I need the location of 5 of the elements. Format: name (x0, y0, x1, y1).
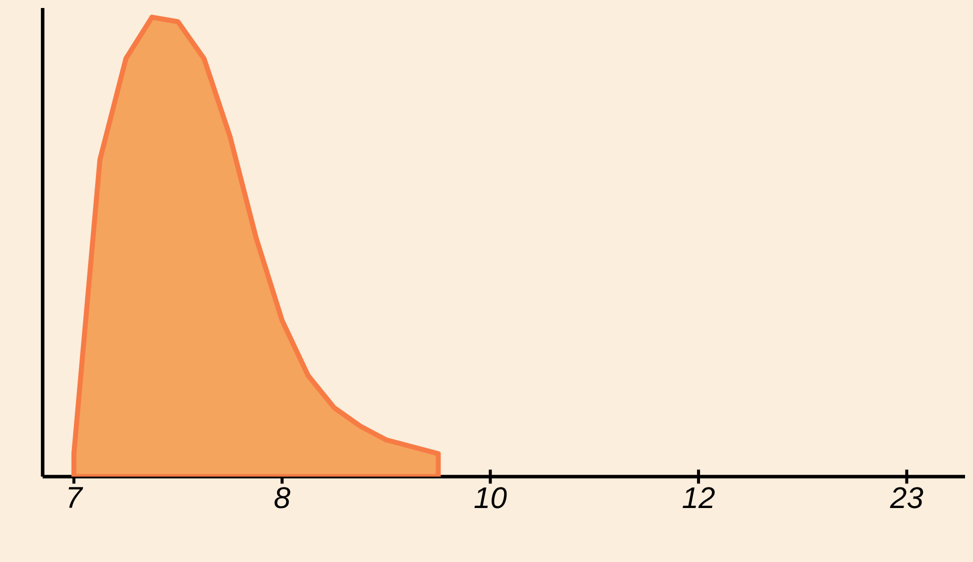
x-tick-label: 23 (890, 486, 924, 508)
x-tick-label: 8 (274, 486, 290, 508)
x-tick-label: 10 (474, 486, 507, 508)
x-tick-label: 12 (682, 486, 715, 508)
x-tick-label: 7 (68, 486, 84, 508)
